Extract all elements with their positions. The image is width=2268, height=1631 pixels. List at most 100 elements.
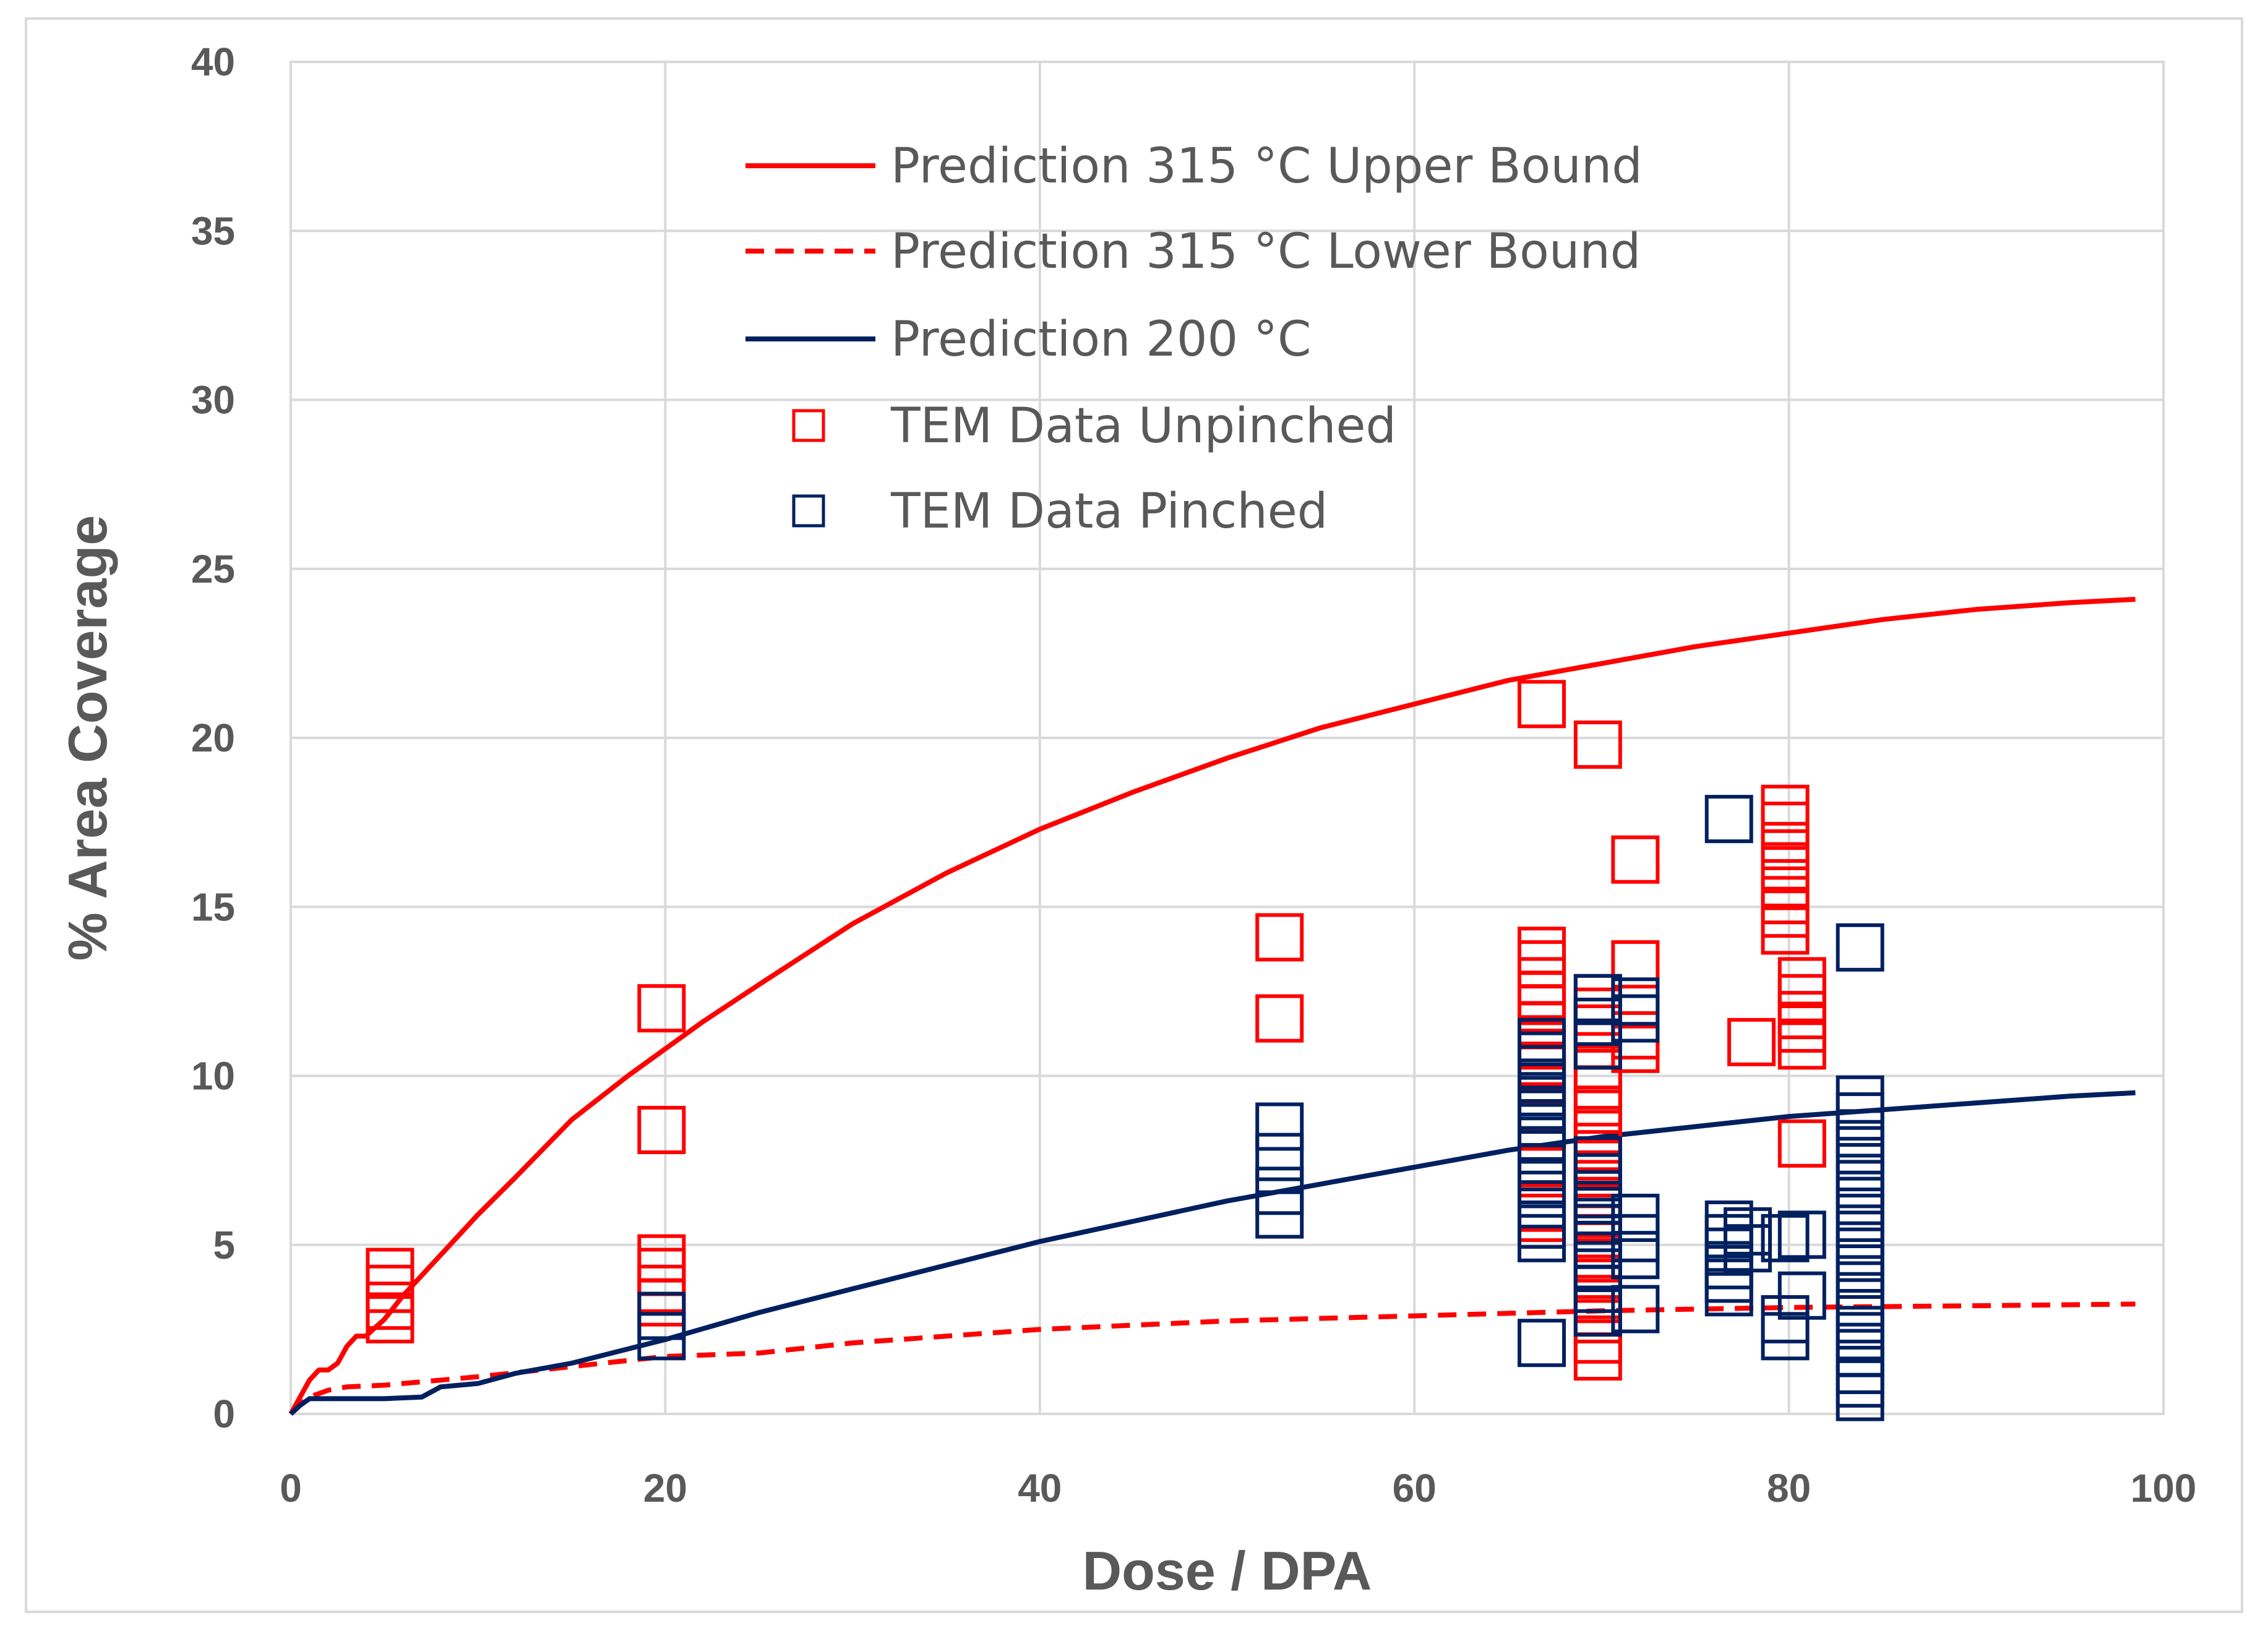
data-point <box>1727 1017 1776 1066</box>
plot-area <box>290 61 2165 1415</box>
data-point <box>1611 1285 1660 1333</box>
data-point <box>1836 1278 1884 1327</box>
x-tick-label: 20 <box>643 1466 687 1510</box>
data-point <box>1518 1112 1566 1161</box>
data-point <box>1573 1288 1622 1337</box>
x-tick-label: 60 <box>1393 1466 1437 1510</box>
y-tick-label: 5 <box>213 1223 235 1267</box>
y-tick-label: 35 <box>191 208 235 253</box>
data-point <box>637 1278 686 1327</box>
plot-border <box>290 61 2165 1415</box>
legend-label: Prediction 315 °C Lower Bound <box>891 224 1641 280</box>
data-point <box>1761 1214 1810 1262</box>
data-point <box>1777 1119 1826 1168</box>
data-point <box>366 1295 415 1343</box>
series-markers <box>366 680 1884 1421</box>
data-point <box>1777 991 1826 1040</box>
y-tick-label: 0 <box>213 1392 235 1436</box>
legend-label: Prediction 315 °C Upper Bound <box>891 139 1643 194</box>
series-line-2 <box>289 1090 2136 1416</box>
data-point <box>1518 1031 1566 1080</box>
data-point <box>1573 1065 1622 1114</box>
data-point <box>1761 842 1810 891</box>
data-point <box>1836 1329 1884 1377</box>
data-point <box>1777 974 1826 1022</box>
data-point <box>1704 1241 1753 1290</box>
data-point <box>637 984 686 1033</box>
data-point <box>1518 1001 1566 1050</box>
x-tick-label: 80 <box>1767 1466 1811 1510</box>
data-point <box>1836 1109 1884 1158</box>
data-point <box>637 1234 686 1283</box>
data-point <box>1836 1261 1884 1310</box>
data-point <box>1518 1099 1566 1148</box>
data-point <box>1704 1254 1753 1303</box>
data-point <box>1518 957 1566 1006</box>
tick-labels: 0 20 40 60 80 100 0 5 10 15 20 25 30 35 40 <box>191 40 2197 1510</box>
y-tick-label: 10 <box>191 1054 235 1098</box>
data-point <box>1704 1227 1753 1276</box>
data-point <box>1611 1231 1660 1280</box>
data-point <box>1836 1160 1884 1209</box>
data-point <box>1836 1143 1884 1192</box>
legend-label: TEM Data Unpinched <box>890 398 1396 454</box>
data-point <box>1761 906 1810 955</box>
data-point <box>1836 1244 1884 1293</box>
data-point <box>1255 994 1304 1043</box>
legend-swatch-marker <box>792 409 825 442</box>
data-point <box>1518 927 1566 975</box>
x-tick-label: 100 <box>2131 1466 2197 1510</box>
chart-frame <box>25 17 2243 1613</box>
data-point <box>637 1248 686 1296</box>
data-point <box>1836 1210 1884 1259</box>
data-point <box>1704 795 1753 844</box>
data-point <box>366 1264 415 1313</box>
data-point <box>1761 1312 1810 1361</box>
data-point <box>1518 970 1566 1019</box>
data-point <box>1777 957 1826 1006</box>
data-point <box>1777 1271 1826 1320</box>
data-point <box>1611 940 1660 989</box>
x-axis-label: Dose / DPA <box>1083 1540 1372 1601</box>
data-point <box>1724 1224 1772 1273</box>
data-point <box>1255 1132 1304 1181</box>
data-point <box>1836 1194 1884 1243</box>
data-point <box>1761 889 1810 938</box>
data-point <box>1836 1176 1884 1225</box>
data-point <box>1761 802 1810 850</box>
data-point <box>1573 1021 1622 1070</box>
data-point <box>1836 1092 1884 1141</box>
data-point <box>1518 1072 1566 1121</box>
data-point <box>1836 1227 1884 1276</box>
data-point <box>1836 1372 1884 1421</box>
data-point <box>1836 1075 1884 1124</box>
data-point <box>1255 1190 1304 1239</box>
data-point <box>637 1291 686 1340</box>
data-point <box>1518 1214 1566 1262</box>
data-point <box>366 1248 415 1296</box>
legend-swatch-marker <box>792 494 825 528</box>
data-point <box>1836 1295 1884 1343</box>
legend-label: TEM Data Pinched <box>890 484 1328 539</box>
y-tick-label: 30 <box>191 378 235 422</box>
data-point <box>1777 1021 1826 1070</box>
data-point <box>637 1312 686 1361</box>
y-tick-label: 25 <box>191 547 235 591</box>
data-point <box>1518 1085 1566 1134</box>
x-tick-label: 0 <box>280 1466 302 1510</box>
x-tick-label: 40 <box>1018 1466 1062 1510</box>
data-point <box>637 1105 686 1154</box>
data-point <box>1255 913 1304 962</box>
data-point <box>1255 1102 1304 1151</box>
data-point <box>1518 940 1566 989</box>
series-line-0 <box>288 596 2136 1415</box>
data-point <box>1761 876 1810 925</box>
data-point <box>1777 1210 1826 1259</box>
data-point <box>1777 1004 1826 1053</box>
data-point <box>1573 720 1622 769</box>
data-point <box>1611 994 1660 1043</box>
data-point <box>1836 1312 1884 1361</box>
y-tick-label: 15 <box>191 884 235 929</box>
data-point <box>1836 1126 1884 1175</box>
